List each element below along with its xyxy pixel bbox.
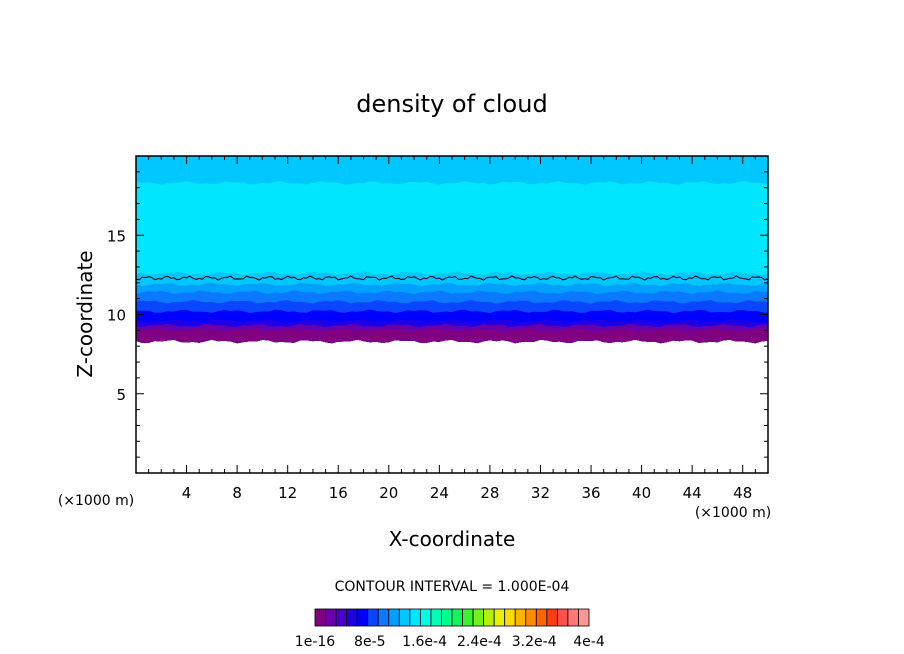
x-tick-label: 40 xyxy=(632,484,651,502)
x-tick-label: 24 xyxy=(430,484,449,502)
colorbar-swatch xyxy=(578,608,590,627)
colorbar-swatch xyxy=(356,608,369,627)
colorbar-swatch xyxy=(535,608,548,627)
colorbar-label: 3.2e-4 xyxy=(512,634,557,650)
x-axis-label: X-coordinate xyxy=(389,527,516,551)
colorbar-swatch xyxy=(419,608,432,627)
colorbar-swatch xyxy=(451,608,463,627)
x-tick-label: 44 xyxy=(683,484,702,502)
colorbar-swatch xyxy=(514,608,527,627)
contour-interval-label: CONTOUR INTERVAL = 1.000E-04 xyxy=(335,579,570,595)
colorbar-label: 8e-5 xyxy=(354,634,385,650)
colorbar-swatch xyxy=(504,608,516,627)
x-tick-label: 16 xyxy=(329,484,348,502)
colorbar xyxy=(314,608,590,627)
colorbar-label: 4e-4 xyxy=(573,634,605,650)
colorbar-label: 1.6e-4 xyxy=(402,634,447,650)
y-tick-label: 15 xyxy=(107,227,126,245)
colorbar-swatch xyxy=(398,608,411,627)
x-unit-label: (×1000 m) xyxy=(695,505,771,521)
chart-title: density of cloud xyxy=(356,90,547,118)
x-tick-label: 36 xyxy=(581,484,600,502)
colorbar-swatch xyxy=(325,608,337,627)
colorbar-swatch xyxy=(441,608,453,627)
colorbar-swatch xyxy=(567,608,579,627)
colorbar-swatch xyxy=(346,608,358,627)
x-tick-label: 20 xyxy=(379,484,398,502)
x-tick-label: 48 xyxy=(733,484,752,502)
x-tick-label: 28 xyxy=(480,484,499,502)
y-tick-label: 10 xyxy=(107,307,126,325)
colorbar-swatch xyxy=(409,608,421,627)
y-tick-label: 5 xyxy=(116,386,126,404)
colorbar-swatch xyxy=(462,608,474,627)
colorbar-label: 1e-16 xyxy=(295,634,335,650)
colorbar-swatch xyxy=(483,608,495,627)
y-axis: 5 10 15 xyxy=(107,171,768,458)
colorbar-swatch xyxy=(525,608,537,627)
colorbar-swatch xyxy=(556,608,569,627)
contour-band xyxy=(136,328,768,344)
contour-line xyxy=(135,275,769,281)
colorbar-label: 2.4e-4 xyxy=(457,634,502,650)
colorbar-swatch xyxy=(493,608,506,627)
colorbar-swatch xyxy=(335,608,348,627)
x-tick-label: 12 xyxy=(278,484,297,502)
colorbar-swatch xyxy=(546,608,558,627)
x-tick-label: 8 xyxy=(232,484,242,502)
colorbar-swatch xyxy=(377,608,390,627)
y-unit-label: (×1000 m) xyxy=(58,493,134,509)
colorbar-swatch xyxy=(367,608,379,627)
colorbar-swatch xyxy=(430,608,442,627)
colorbar-swatch xyxy=(314,608,326,627)
x-tick-label: 4 xyxy=(182,484,192,502)
colorbar-labels: 1e-16 8e-5 1.6e-4 2.4e-4 3.2e-4 4e-4 xyxy=(295,634,605,650)
plot-area xyxy=(135,155,769,474)
colorbar-swatch xyxy=(388,608,400,627)
x-axis: 4 8 12 16 20 24 28 32 36 40 44 48 xyxy=(148,156,756,502)
colorbar-swatch xyxy=(472,608,485,627)
y-axis-label: Z-coordinate xyxy=(73,250,97,377)
x-tick-label: 32 xyxy=(531,484,550,502)
